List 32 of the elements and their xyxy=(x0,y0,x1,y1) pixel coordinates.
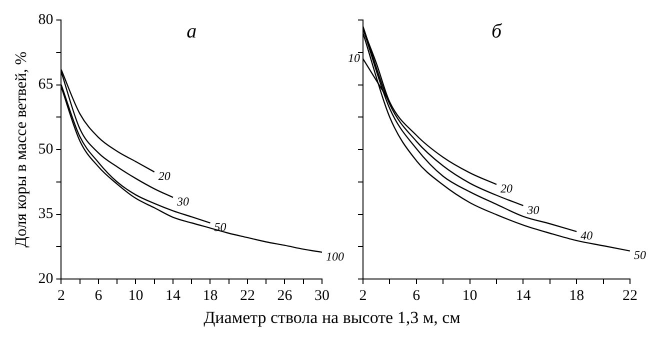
x-tick-label: 22 xyxy=(622,288,638,304)
y-tick-label: 65 xyxy=(38,76,54,93)
x-tick-label: 10 xyxy=(462,288,478,304)
annotation: 40 xyxy=(580,228,593,243)
annotation: 20 xyxy=(500,182,512,196)
chart-title: б xyxy=(491,20,502,42)
x-tick-label: 14 xyxy=(165,288,181,304)
y-axis-title: Доля коры в массе ветвей, % xyxy=(12,52,30,248)
x-tick-label: 2 xyxy=(359,288,367,304)
x-axis-title: Диаметр ствола на высоте 1,3 м, см xyxy=(202,308,462,328)
x-tick-label: 14 xyxy=(516,288,532,304)
annotation: 30 xyxy=(176,194,189,209)
y-tick-label: 50 xyxy=(38,141,54,158)
x-tick-label: 18 xyxy=(569,288,584,304)
y-tick-label: 20 xyxy=(38,270,54,287)
x-tick-label: 6 xyxy=(94,288,103,304)
annotation: 20 xyxy=(158,169,170,184)
annotation: 100 xyxy=(326,249,344,264)
x-tick-label: 18 xyxy=(202,288,218,304)
x-tick-label: 26 xyxy=(277,288,293,304)
x-tick-label: 30 xyxy=(314,288,330,304)
x-tick-label: 2 xyxy=(57,288,65,304)
y-tick-label: 80 xyxy=(38,12,54,28)
chart-title: а xyxy=(186,20,197,42)
annotation: 50 xyxy=(634,248,646,262)
annotation: 50 xyxy=(214,220,226,234)
x-tick-label: 10 xyxy=(128,288,144,304)
y-tick-label: 35 xyxy=(38,206,54,222)
x-tick-label: 22 xyxy=(240,288,255,304)
annotation: 30 xyxy=(526,202,540,217)
annotation: 10 xyxy=(348,51,360,66)
x-tick-label: 6 xyxy=(412,288,421,304)
